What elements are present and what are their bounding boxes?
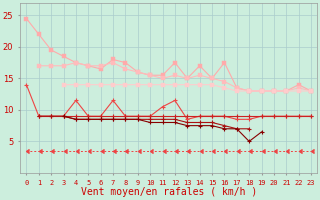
X-axis label: Vent moyen/en rafales ( km/h ): Vent moyen/en rafales ( km/h ) bbox=[81, 187, 257, 197]
